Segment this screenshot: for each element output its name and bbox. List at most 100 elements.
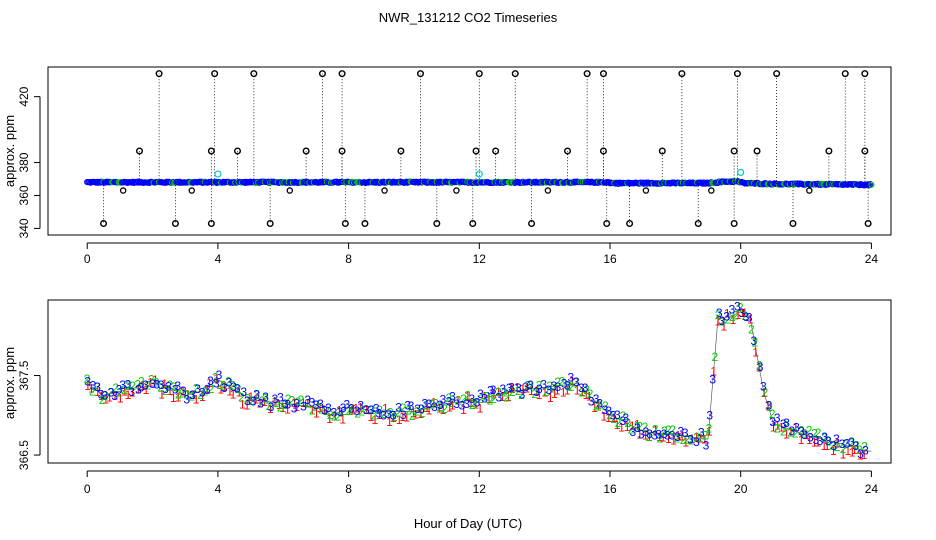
top-spike-high-point [583,70,591,78]
bottom-marker-2: 2 [554,375,561,389]
top-spike-high-point [155,70,163,78]
bottom-marker-1: 1 [528,384,535,398]
bottom-marker-3: 3 [325,401,332,415]
top-y-tick-label: 380 [17,152,31,172]
bottom-marker-1: 1 [98,389,105,403]
bottom-marker-2: 2 [634,420,641,434]
bottom-marker-1: 1 [605,411,612,425]
bottom-marker-2: 2 [766,400,773,414]
bottom-marker-1: 1 [730,313,737,327]
bottom-marker-2: 2 [787,426,794,440]
bottom-marker-2: 2 [861,440,868,454]
top-spike-low-point [603,219,611,227]
bottom-marker-2: 2 [171,380,178,394]
bottom-marker-1: 1 [239,397,246,411]
bottom-marker-2: 2 [400,401,407,415]
bottom-marker-3: 3 [825,434,832,448]
bottom-marker-3: 3 [313,398,320,412]
top-dip-point [381,187,388,194]
bottom-marker-3: 3 [183,392,190,406]
bottom-marker-2: 2 [518,388,525,402]
bottom-marker-2: 2 [646,430,653,444]
top-spike-mid-point [825,147,833,155]
bottom-marker-1: 1 [129,386,136,400]
bottom-marker-3: 3 [709,372,716,386]
bottom-marker-1: 1 [426,404,433,418]
bottom-marker-3: 3 [661,427,668,441]
bottom-marker-2: 2 [422,399,429,413]
bottom-x-tick-label: 0 [84,482,91,496]
bottom-marker-2: 2 [801,426,808,440]
top-panel: 0 4 8 12 16 20 24 340 360 380 420 approx. ppm [2,66,892,266]
top-spike-low-point [361,219,369,227]
bottom-marker-2: 2 [610,412,617,426]
bottom-marker-1: 1 [505,390,512,404]
bottom-marker-2: 2 [208,382,215,396]
bottom-marker-2: 2 [829,438,836,452]
bottom-marker-2: 2 [99,393,106,407]
bottom-marker-2: 2 [248,394,255,408]
bottom-marker-1: 1 [477,402,484,416]
bottom-marker-2: 2 [455,393,462,407]
top-y-axis-label: approx. ppm [2,115,17,187]
bottom-marker-3: 3 [309,396,316,410]
bottom-marker-1: 1 [861,448,868,462]
bottom-marker-1: 1 [706,424,713,438]
bottom-marker-2: 2 [762,386,769,400]
bottom-marker-1: 1 [514,380,521,394]
top-spike-low-point [171,219,179,227]
bottom-marker-3: 3 [357,399,364,413]
bottom-marker-1: 1 [371,413,378,427]
top-spike-low-point [626,219,634,227]
bottom-marker-1: 1 [206,376,213,390]
top-baseline-point [868,181,875,188]
bottom-marker-1: 1 [840,447,847,461]
bottom-marker-1: 1 [346,404,353,418]
bottom-marker-1: 1 [252,392,259,406]
bottom-marker-2: 2 [148,372,155,386]
bottom-marker-3: 3 [373,401,380,415]
bottom-marker-2: 2 [449,396,456,410]
bottom-marker-1: 1 [642,428,649,442]
bottom-marker-2: 2 [371,408,378,422]
bottom-marker-3: 3 [638,428,645,442]
bottom-marker-2: 2 [138,374,145,388]
bottom-marker-1: 1 [569,374,576,388]
top-x-axis: 0 4 8 12 16 20 24 [84,242,878,266]
top-spike-low-point [789,219,797,227]
top-spike-mid-point [135,147,143,155]
bottom-marker-2: 2 [524,379,531,393]
bottom-marker-2: 2 [125,379,132,393]
bottom-marker-3: 3 [678,425,685,439]
bottom-marker-1: 1 [735,308,742,322]
bottom-marker-1: 1 [353,401,360,415]
bottom-marker-2: 2 [281,398,288,412]
bottom-marker-3: 3 [149,377,156,391]
bottom-marker-3: 3 [331,406,338,420]
bottom-marker-2: 2 [469,398,476,412]
bottom-marker-3: 3 [646,427,653,441]
bottom-marker-3: 3 [216,368,223,382]
bottom-marker-3: 3 [138,381,145,395]
bottom-marker-1: 1 [591,401,598,415]
bottom-marker-2: 2 [815,426,822,440]
bottom-marker-1: 1 [382,401,389,415]
bottom-marker-1: 1 [665,432,672,446]
bottom-x-tick-label: 16 [603,482,617,496]
top-spike-low-point [100,219,108,227]
bottom-marker-3: 3 [453,397,460,411]
bottom-marker-1: 1 [697,432,704,446]
bottom-marker-3: 3 [630,425,637,439]
bottom-marker-1: 1 [143,383,150,397]
bottom-marker-1: 1 [230,387,237,401]
bottom-marker-3: 3 [817,434,824,448]
bottom-marker-1: 1 [824,439,831,453]
bottom-marker-2: 2 [565,379,572,393]
bottom-marker-3: 3 [757,360,764,374]
bottom-marker-2: 2 [680,433,687,447]
bottom-marker-3: 3 [734,299,741,313]
bottom-marker-3: 3 [174,379,181,393]
bottom-marker-2: 2 [84,372,91,386]
bottom-marker-3: 3 [844,437,851,451]
bottom-marker-2: 2 [515,384,522,398]
